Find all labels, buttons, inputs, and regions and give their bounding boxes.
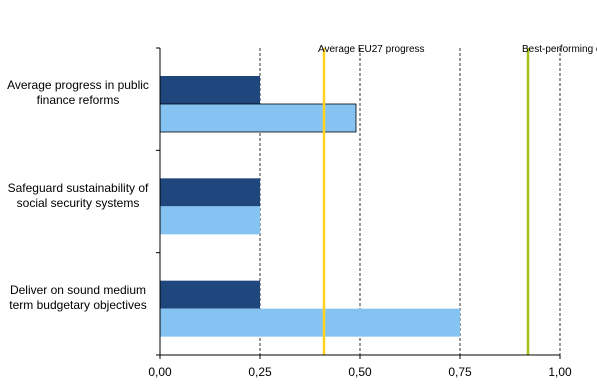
x-tick-label: 0,75 (448, 365, 472, 379)
bar-series-1-cat-1 (160, 76, 260, 104)
x-tick-label: 0,00 (148, 365, 172, 379)
reference-line-label-1: Average EU27 progress (318, 44, 425, 55)
bars (159, 76, 460, 337)
bar-series-2-cat-2 (160, 206, 260, 235)
bar-series-2-cat-1 (159, 103, 357, 133)
bar-series-1-cat-2 (160, 178, 260, 207)
reference-line-label-2: Best-performing country (522, 44, 597, 55)
category-label: Average progress in public finance refor… (7, 78, 149, 108)
x-tick-label: 0,50 (348, 365, 372, 379)
bar-series-2-cat-3 (160, 308, 460, 337)
x-tick-label: 0,25 (248, 365, 272, 379)
x-tick-labels: 0,00 0,25 0,50 0,75 1,00 (148, 365, 572, 379)
axes (156, 47, 561, 359)
bar-series-1-cat-3 (160, 280, 260, 309)
category-label: Deliver on sound medium term budgetary o… (9, 282, 147, 312)
x-tick-label: 1,00 (548, 365, 572, 379)
category-label: Safeguard sustainability of social secur… (7, 180, 149, 210)
reference-lines: Average EU27 progress Best-performing cou… (318, 44, 597, 355)
